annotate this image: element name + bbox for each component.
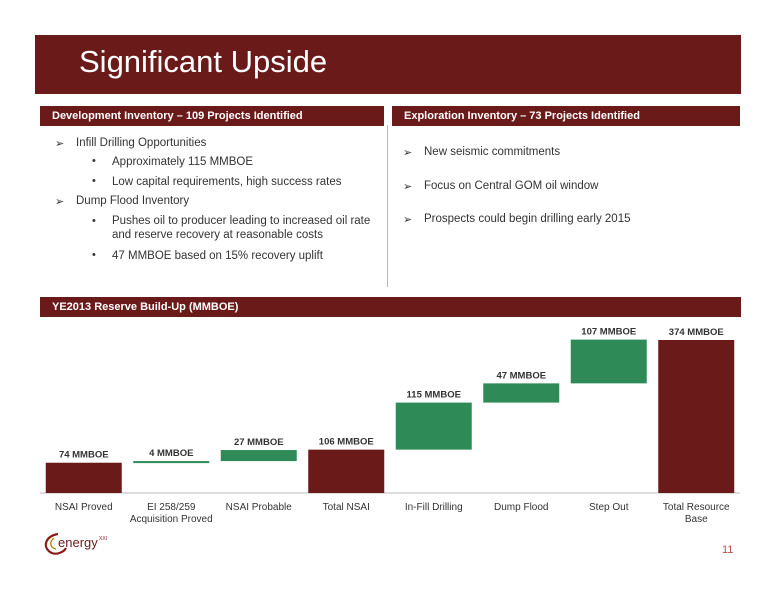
- x-tick-label: NSAI Proved: [55, 502, 113, 513]
- data-label: 4 MMBOE: [149, 448, 193, 459]
- bar-total: [308, 449, 385, 493]
- data-label: 107 MMBOE: [581, 327, 636, 338]
- x-tick-label: EI 258/259: [147, 502, 196, 513]
- logo-superscript: XXI: [99, 536, 107, 542]
- arrow-bullet-icon: ➢: [403, 147, 413, 159]
- arrow-bullet-icon: ➢: [55, 196, 65, 208]
- data-label: 106 MMBOE: [319, 437, 374, 448]
- list-item: New seismic commitments: [424, 146, 561, 158]
- bar-increment: [220, 450, 297, 462]
- bar-total: [658, 340, 735, 493]
- x-tick-label: Dump Flood: [494, 502, 548, 513]
- data-label: 27 MMBOE: [234, 437, 284, 448]
- bar-increment: [395, 402, 472, 450]
- energy-xxi-logo-icon: energy XXI: [40, 528, 110, 563]
- arrow-bullet-icon: ➢: [403, 181, 413, 193]
- column-divider: [387, 125, 388, 287]
- list-item: Dump Flood Inventory: [76, 195, 190, 207]
- exploration-header: Exploration Inventory – 73 Projects Iden…: [392, 106, 740, 126]
- list-item: Infill Drilling Opportunities: [76, 137, 207, 149]
- arrow-bullet-icon: ➢: [55, 138, 65, 150]
- development-header: Development Inventory – 109 Projects Ide…: [40, 106, 384, 126]
- x-tick-label: Total NSAI: [323, 502, 370, 513]
- list-item: 47 MMBOE based on 15% recovery uplift: [112, 250, 323, 262]
- data-label: 115 MMBOE: [407, 390, 461, 401]
- list-item: Approximately 115 MMBOE: [112, 156, 254, 168]
- list-item: Low capital requirements, high success r…: [112, 176, 342, 188]
- data-label: 374 MMBOE: [669, 327, 724, 338]
- list-item: Prospects could begin drilling early 201…: [424, 213, 631, 225]
- x-tick-label: NSAI Probable: [226, 502, 293, 513]
- page-number: 11: [722, 544, 734, 556]
- bar-increment: [570, 339, 647, 384]
- data-label: 74 MMBOE: [59, 450, 109, 461]
- dot-bullet-icon: •: [92, 155, 96, 167]
- bar-increment: [133, 461, 210, 464]
- arrow-bullet-icon: ➢: [403, 214, 413, 226]
- bar-increment: [483, 383, 560, 403]
- dot-bullet-icon: •: [92, 175, 96, 187]
- logo-text: energy: [58, 535, 98, 550]
- x-tick-label: Step Out: [589, 502, 629, 513]
- list-item: Focus on Central GOM oil window: [424, 180, 599, 192]
- data-label: 47 MMBOE: [496, 370, 546, 381]
- logo-swoosh-icon: energy XXI: [44, 532, 107, 555]
- x-tick-label: Total Resource: [663, 502, 730, 513]
- page-title: Significant Upside: [79, 44, 328, 79]
- dot-bullet-icon: •: [92, 215, 96, 227]
- dot-bullet-icon: •: [92, 249, 96, 261]
- x-tick-label: In-Fill Drilling: [405, 502, 463, 513]
- chart-header: YE2013 Reserve Build-Up (MMBOE): [40, 297, 741, 317]
- x-tick-label: Base: [685, 514, 708, 525]
- bar-total: [45, 462, 122, 493]
- x-tick-label: Acquisition Proved: [130, 514, 213, 525]
- list-item: and reserve recovery at reasonable costs: [112, 229, 323, 241]
- list-item: Pushes oil to producer leading to increa…: [112, 215, 371, 227]
- title-bar: Significant Upside: [35, 35, 741, 94]
